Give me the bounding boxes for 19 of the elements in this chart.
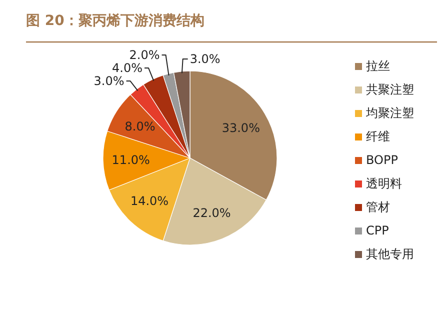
data-label: 11.0% <box>112 152 150 167</box>
legend-label: 管材 <box>366 200 390 214</box>
data-label: 8.0% <box>124 119 156 134</box>
legend-label: 透明料 <box>366 176 402 190</box>
legend-label: 共聚注塑 <box>366 82 414 96</box>
chart-title: 图 20：聚丙烯下游消费结构 <box>26 13 204 29</box>
legend-label: 拉丝 <box>366 59 390 73</box>
data-label: 3.0% <box>94 74 124 88</box>
legend-label: 纤维 <box>366 130 390 144</box>
data-label: 22.0% <box>192 206 231 220</box>
data-label: 14.0% <box>130 194 169 208</box>
legend-label: BOPP <box>366 153 398 167</box>
data-label: 2.0% <box>129 48 160 62</box>
data-label: 3.0% <box>190 52 220 66</box>
data-label: 33.0% <box>222 120 260 135</box>
legend-label: 均聚注塑 <box>365 106 414 120</box>
legend-label: CPP <box>366 224 389 238</box>
legend-label: 其他专用 <box>366 247 414 261</box>
data-label: 4.0% <box>112 61 143 76</box>
